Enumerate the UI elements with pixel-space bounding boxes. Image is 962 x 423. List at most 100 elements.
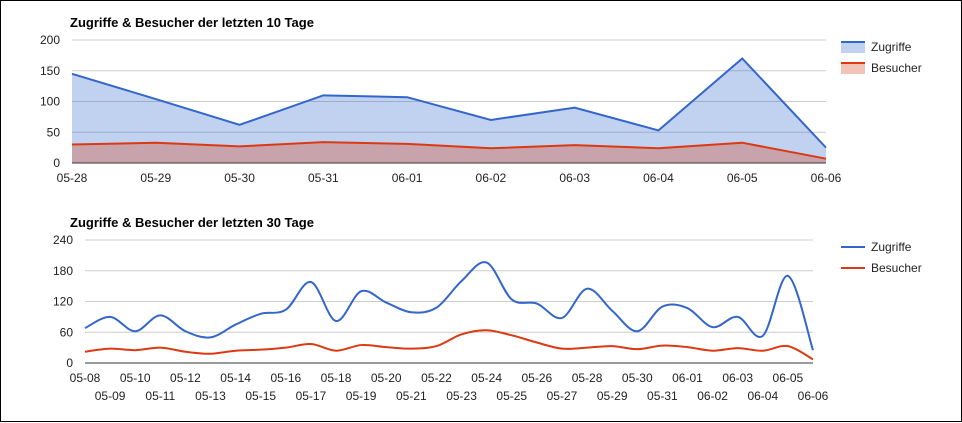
data-point [83, 326, 87, 330]
data-point [154, 141, 158, 145]
x-tick-label: 05-10 [120, 371, 151, 385]
data-point [535, 341, 539, 345]
x-tick-label: 05-20 [371, 371, 402, 385]
data-point [736, 346, 740, 350]
x-tick-label: 05-16 [270, 371, 301, 385]
data-point [811, 348, 815, 352]
x-tick-label: 05-26 [522, 371, 553, 385]
data-point [811, 357, 815, 361]
data-point [635, 329, 639, 333]
data-point [736, 315, 740, 319]
data-point [635, 347, 639, 351]
data-point [321, 93, 325, 97]
data-point [309, 280, 313, 284]
data-point [83, 350, 87, 354]
x-tick-label: 06-03 [559, 171, 590, 185]
x-tick-label: 05-14 [220, 371, 251, 385]
data-point [183, 329, 187, 333]
data-point [786, 344, 790, 348]
data-point [711, 349, 715, 353]
chart-2-plot: 0 60 120 180 240 05-08 05-09 05-10 05-11 05-12 05-… [53, 233, 922, 403]
y-tick-label: 200 [40, 33, 60, 47]
data-point [309, 342, 313, 346]
legend-label: Zugriffe [871, 240, 912, 254]
data-point [259, 348, 263, 352]
data-point [585, 346, 589, 350]
data-point [154, 97, 158, 101]
data-point [610, 309, 614, 313]
data-point [209, 352, 213, 356]
x-tick-label: 05-25 [496, 389, 527, 403]
data-point [510, 297, 514, 301]
data-point [334, 349, 338, 353]
area-fill-besucher [72, 142, 826, 163]
data-point [405, 95, 409, 99]
y-tick-label: 0 [66, 356, 73, 370]
x-tick-label: 05-13 [195, 389, 226, 403]
data-point [510, 333, 514, 337]
data-point [321, 140, 325, 144]
x-tick-label: 05-31 [308, 171, 339, 185]
legend-swatch [841, 41, 865, 53]
x-tick-label: 05-17 [296, 389, 327, 403]
data-point [573, 143, 577, 147]
data-point [740, 56, 744, 60]
data-point [359, 343, 363, 347]
data-point [740, 141, 744, 145]
data-point [158, 313, 162, 317]
data-point [460, 332, 464, 336]
series-line-besucher [71, 141, 827, 160]
x-tick-label: 05-08 [70, 371, 101, 385]
x-tick-label: 06-05 [727, 171, 758, 185]
data-point [334, 319, 338, 323]
x-tick-label: 05-30 [224, 171, 255, 185]
y-tick-label: 100 [40, 95, 60, 109]
data-point [685, 345, 689, 349]
data-point [573, 106, 577, 110]
data-point [761, 349, 765, 353]
data-point [384, 301, 388, 305]
area-fill-zugriffe [72, 58, 826, 164]
x-tick-label: 06-02 [697, 389, 728, 403]
x-tick-label: 05-09 [95, 389, 126, 403]
x-tick-label: 05-15 [245, 389, 276, 403]
data-point [656, 146, 660, 150]
data-point [711, 325, 715, 329]
data-point [238, 123, 242, 127]
data-point [489, 118, 493, 122]
x-tick-label: 06-06 [811, 171, 842, 185]
data-point [284, 308, 288, 312]
legend-label: Besucher [871, 261, 922, 275]
data-point [485, 328, 489, 332]
data-point [133, 348, 137, 352]
series-line-zugriffe [84, 261, 814, 351]
x-tick-label: 05-24 [471, 371, 502, 385]
chart-2-title: Zugriffe & Besucher der letzten 30 Tage [70, 215, 314, 230]
data-point [405, 142, 409, 146]
chart-1-title: Zugriffe & Besucher der letzten 10 Tage [70, 15, 314, 30]
data-point [234, 349, 238, 353]
x-tick-label: 06-04 [643, 171, 674, 185]
data-point [824, 146, 828, 150]
y-tick-label: 150 [40, 64, 60, 78]
x-tick-label: 06-02 [476, 171, 507, 185]
data-point [660, 344, 664, 348]
data-point [284, 346, 288, 350]
data-point [660, 305, 664, 309]
x-tick-label: 06-06 [798, 389, 829, 403]
x-tick-label: 05-12 [170, 371, 201, 385]
x-tick-label: 05-19 [346, 389, 377, 403]
data-point [70, 143, 74, 147]
data-point [133, 329, 137, 333]
data-point [786, 274, 790, 278]
data-point [585, 287, 589, 291]
x-tick-label: 06-04 [747, 389, 778, 403]
data-point [656, 128, 660, 132]
data-point [824, 157, 828, 161]
data-point [560, 316, 564, 320]
x-tick-label: 05-29 [140, 171, 171, 185]
legend-swatch [841, 62, 865, 74]
chart-1-plot: 0 50 100 150 200 05-28 05-29 05-30 05-31 06-01 06-… [40, 33, 922, 185]
